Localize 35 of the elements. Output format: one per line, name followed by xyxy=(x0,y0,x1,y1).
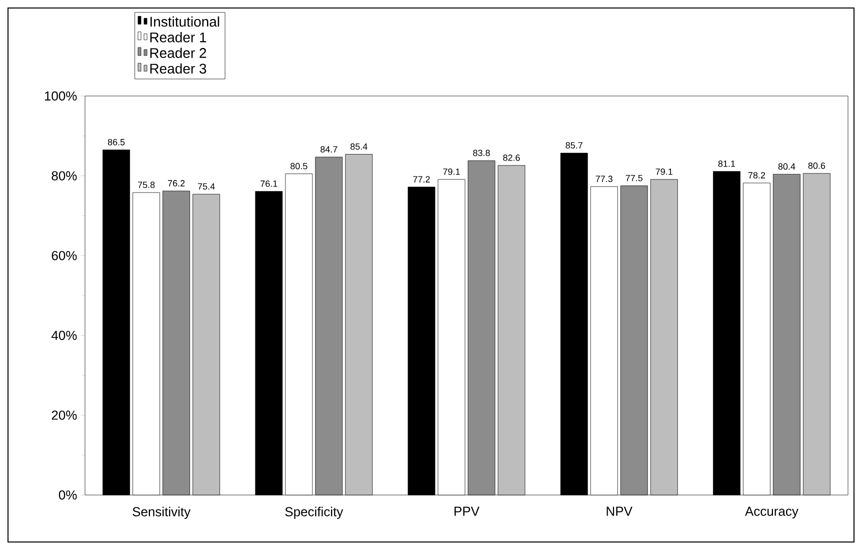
legend-label: Reader 3 xyxy=(150,63,206,74)
y-tick-label: 100% xyxy=(44,91,77,101)
data-label: 78.2 xyxy=(748,172,765,178)
data-label: 75.8 xyxy=(138,182,155,188)
data-label: 80.4 xyxy=(778,163,796,170)
x-tick-label: Sensitivity xyxy=(132,506,191,519)
data-label: 77.5 xyxy=(626,174,642,182)
data-label: 80.6 xyxy=(808,162,826,169)
data-label: 79.1 xyxy=(443,168,460,175)
x-tick-label: PPV xyxy=(454,506,480,516)
data-label: 83.8 xyxy=(473,150,490,156)
data-label: 86.5 xyxy=(108,138,125,146)
data-label: 79.1 xyxy=(656,168,672,175)
legend-label: Reader 2 xyxy=(150,48,206,58)
x-tick-label: Specificity xyxy=(285,506,344,519)
y-tick-label: 20% xyxy=(52,410,77,420)
data-label: 77.3 xyxy=(596,176,612,182)
data-label: 80.5 xyxy=(290,162,308,170)
data-label: 84.7 xyxy=(320,146,338,153)
data-label: 77.2 xyxy=(413,176,430,182)
y-tick-label: 60% xyxy=(52,250,77,260)
data-label: 82.6 xyxy=(503,154,520,161)
data-label: 85.7 xyxy=(566,142,582,149)
data-label: 76.2 xyxy=(168,180,185,186)
y-tick-label: 80% xyxy=(52,171,77,180)
legend-label: Reader 1 xyxy=(150,32,206,42)
data-label: 75.4 xyxy=(198,183,215,190)
x-tick-label: Accuracy xyxy=(745,506,798,518)
legend-label: Institutional xyxy=(150,16,220,27)
y-tick-label: 40% xyxy=(51,330,77,340)
data-label: 76.1 xyxy=(260,180,278,187)
data-label: 85.4 xyxy=(350,143,368,150)
y-tick-label: 0% xyxy=(58,490,77,500)
x-tick-label: NPV xyxy=(606,506,632,516)
data-label: 81.1 xyxy=(718,160,736,167)
